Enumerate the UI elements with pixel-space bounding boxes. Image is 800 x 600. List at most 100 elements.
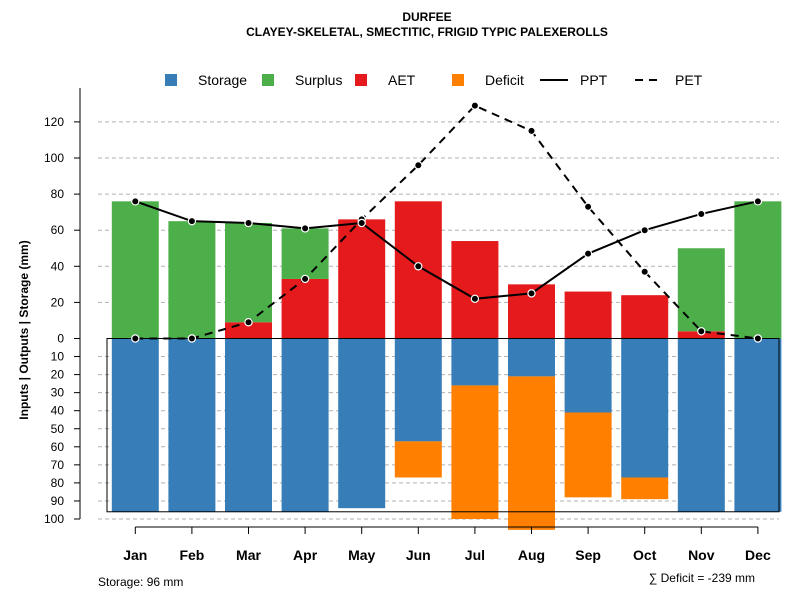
y-tick-label: 10 xyxy=(51,350,65,364)
legend-swatch-surplus xyxy=(262,74,274,86)
storage-bar xyxy=(168,338,216,512)
ppt-line xyxy=(134,200,759,300)
x-tick-label: Oct xyxy=(633,547,657,563)
aet-bar xyxy=(281,278,329,339)
ppt-point xyxy=(697,209,706,219)
pet-point xyxy=(131,334,140,343)
ppt-point xyxy=(357,218,366,228)
storage-bar xyxy=(508,338,555,377)
x-tick-label: Feb xyxy=(179,547,204,563)
y-tick-label: 120 xyxy=(44,115,64,129)
legend-swatch-aet xyxy=(355,74,367,86)
ppt-point xyxy=(753,197,763,206)
ppt-point xyxy=(300,224,310,233)
surplus-bar xyxy=(168,221,216,339)
storage-bar xyxy=(564,338,612,413)
surplus-bar xyxy=(677,248,725,332)
pet-point xyxy=(640,267,649,276)
y-tick-label: 60 xyxy=(51,223,65,237)
series-lines xyxy=(131,101,763,343)
surplus-bar xyxy=(225,222,272,323)
deficit-bar xyxy=(621,477,669,500)
y-tick-label: 100 xyxy=(44,151,64,165)
storage-bar xyxy=(111,338,159,512)
bars xyxy=(106,201,782,530)
pet-point xyxy=(187,334,197,343)
pet-line xyxy=(135,104,759,340)
pet-point xyxy=(753,334,763,343)
deficit-note: ∑ Deficit = -239 mm xyxy=(649,571,755,585)
y-axis-label: Inputs | Outputs | Storage (mm) xyxy=(17,240,31,419)
legend-label-surplus: Surplus xyxy=(295,72,342,88)
x-tick-label: Apr xyxy=(293,547,318,563)
y-tick-label: 70 xyxy=(51,458,65,472)
x-tick-label: Jan xyxy=(123,547,147,563)
legend: Storage Surplus AET Deficit PPT PET xyxy=(165,72,703,88)
x-tick-label: Mar xyxy=(236,547,261,563)
y-tick-label: 40 xyxy=(51,259,65,273)
deficit-bar xyxy=(564,412,612,498)
storage-bar xyxy=(734,338,782,512)
x-tick-label: Dec xyxy=(745,547,771,563)
chart-subtitle: CLAYEY-SKELETAL, SMECTITIC, FRIGID TYPIC… xyxy=(246,25,608,39)
ppt-point xyxy=(583,249,593,258)
deficit-bar xyxy=(394,441,442,478)
y-tick-label: 60 xyxy=(51,440,65,454)
ppt-point xyxy=(244,218,253,228)
aet-bar xyxy=(564,291,612,339)
legend-label-storage: Storage xyxy=(198,72,247,88)
axes: 0 20 40 60 80 100 120 10 20 30 40 50 60 70 80 90 100 Jan F… xyxy=(44,88,771,563)
y-tick-label: 30 xyxy=(51,386,65,400)
storage-bar xyxy=(451,338,499,386)
ppt-point xyxy=(131,197,140,206)
deficit-bar xyxy=(451,385,499,519)
pet-point xyxy=(527,126,536,136)
storage-bar xyxy=(677,338,725,512)
ppt-point xyxy=(640,225,649,235)
y-tick-label: 90 xyxy=(51,494,65,508)
legend-swatch-storage xyxy=(165,74,177,86)
surplus-bar xyxy=(281,228,329,279)
y-tick-label: 80 xyxy=(51,187,65,201)
aet-bar xyxy=(621,295,669,339)
pet-point xyxy=(300,274,310,284)
storage-capacity-box xyxy=(106,338,780,513)
y-tick-label: 20 xyxy=(51,368,65,382)
y-tick-label: 50 xyxy=(51,422,65,436)
legend-label-pet: PET xyxy=(675,72,703,88)
pet-point xyxy=(470,101,480,110)
pet-point xyxy=(697,327,706,336)
y-tick-label: 80 xyxy=(51,476,65,490)
pet-point xyxy=(583,202,593,211)
y-tick-label: 20 xyxy=(51,295,65,309)
x-tick-label: Sep xyxy=(575,547,601,563)
surplus-bar xyxy=(734,201,782,339)
storage-bar xyxy=(225,338,272,512)
deficit-bar xyxy=(508,376,555,530)
surplus-bar xyxy=(111,201,159,339)
x-tick-label: Aug xyxy=(518,547,545,563)
ppt-point xyxy=(187,216,197,226)
storage-bar xyxy=(281,338,329,512)
storage-bar xyxy=(621,338,669,478)
ppt-point xyxy=(470,294,480,303)
storage-bar xyxy=(338,338,386,509)
ppt-point xyxy=(527,289,536,298)
x-tick-label: Nov xyxy=(688,547,715,563)
aet-bar xyxy=(338,219,386,339)
x-tick-label: Jul xyxy=(465,547,485,563)
storage-note: Storage: 96 mm xyxy=(98,575,183,589)
y-tick-label: 100 xyxy=(44,512,64,526)
ppt-point xyxy=(414,262,423,271)
legend-swatch-deficit xyxy=(452,74,464,86)
x-tick-label: May xyxy=(348,547,375,563)
chart-title: DURFEE xyxy=(402,10,451,24)
legend-label-deficit: Deficit xyxy=(485,72,524,88)
legend-label-aet: AET xyxy=(388,72,416,88)
legend-label-ppt: PPT xyxy=(580,72,608,88)
y-tick-label: 0 xyxy=(57,332,64,346)
x-tick-label: Jun xyxy=(406,547,431,563)
y-tick-label: 40 xyxy=(51,404,65,418)
pet-point xyxy=(244,318,253,327)
